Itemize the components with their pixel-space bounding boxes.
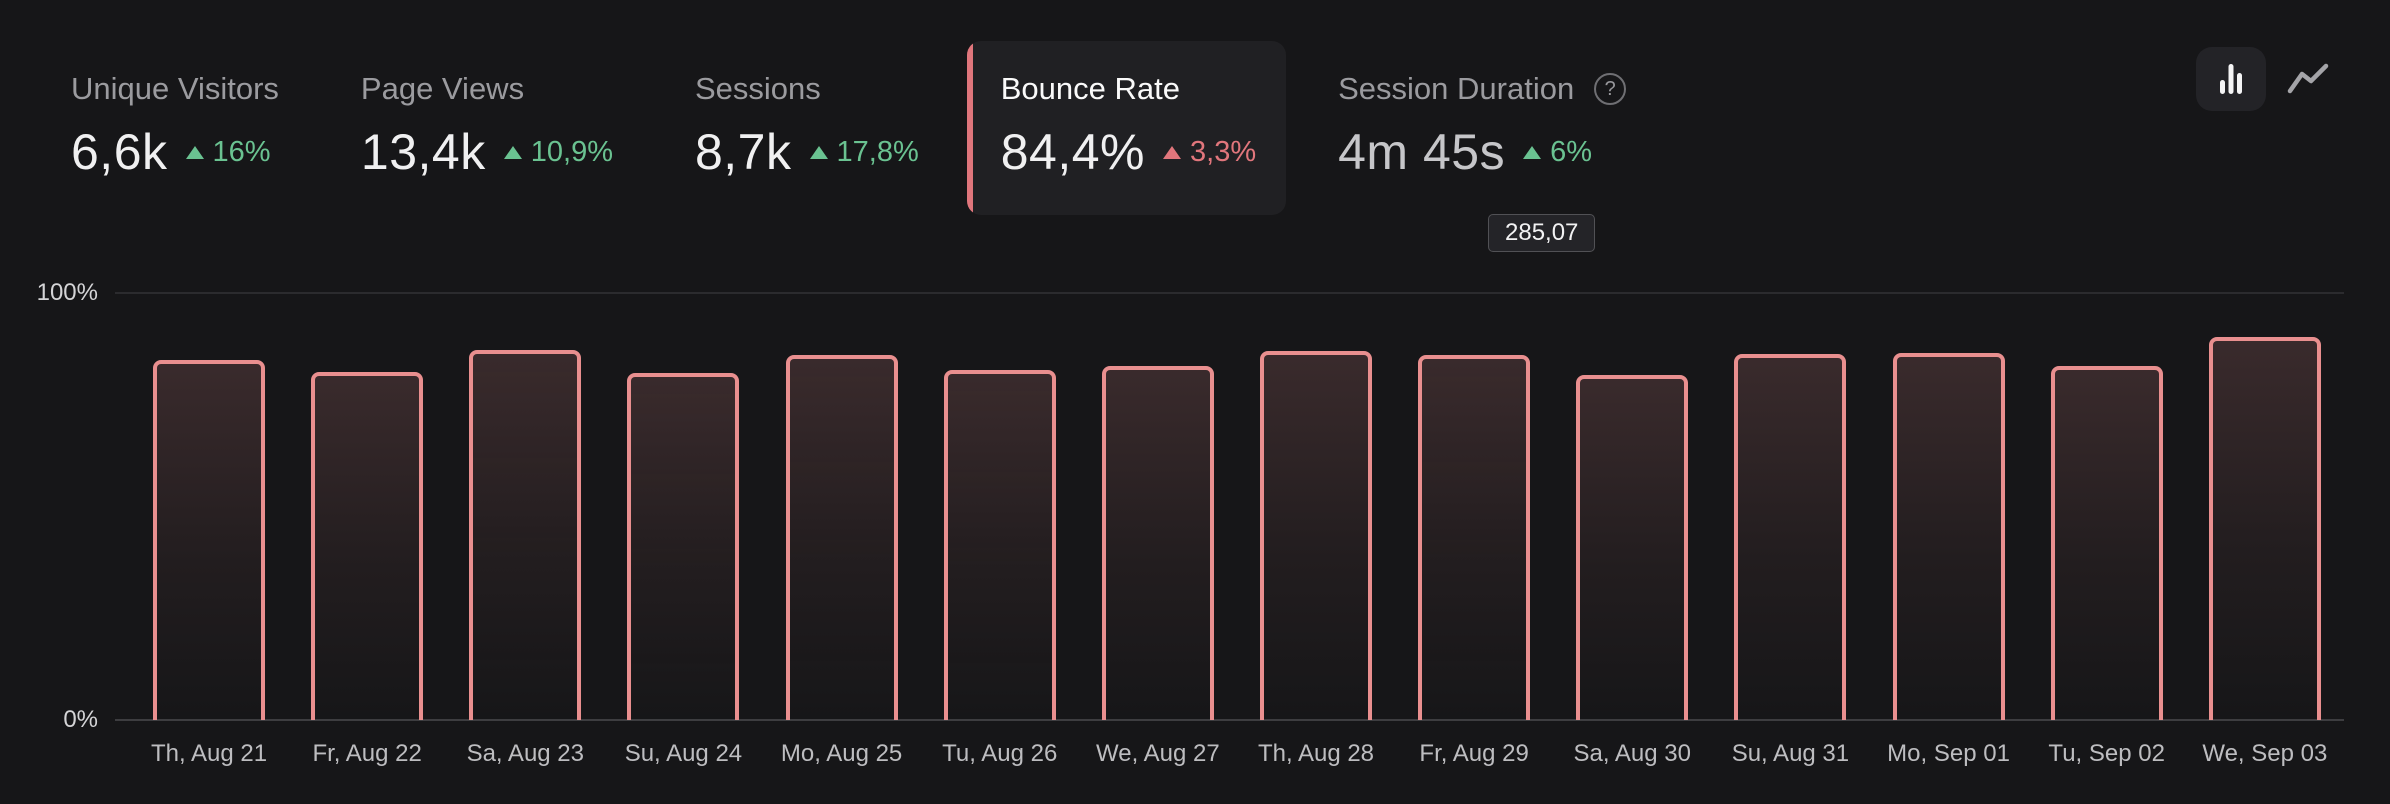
bar[interactable] <box>2050 366 2163 720</box>
delta-value: 17,8% <box>836 135 919 168</box>
tab-session-duration[interactable]: Session Duration ? 4m 45s 6% <box>1338 71 1627 179</box>
metric-value: 13,4k <box>360 124 486 180</box>
metric-value: 84,4% <box>1000 124 1146 180</box>
bar[interactable] <box>785 354 898 720</box>
metric-delta: 16% <box>185 135 271 169</box>
x-axis-label: Sa, Aug 23 <box>466 740 584 767</box>
bar[interactable] <box>469 349 582 720</box>
bar-chart-view-button[interactable] <box>2196 47 2266 111</box>
metric-value-row: 13,4k 10,9% <box>361 125 613 179</box>
bar[interactable] <box>1418 354 1531 720</box>
tab-label: Unique Visitors <box>71 71 279 106</box>
metric-value: 8,7k <box>694 124 792 180</box>
bar[interactable] <box>943 369 1056 720</box>
x-axis-label: Mo, Aug 25 <box>780 740 903 767</box>
value-tooltip: 285,07 <box>1488 214 1596 252</box>
bar[interactable] <box>1576 375 1689 720</box>
metric-delta: 17,8% <box>809 135 919 169</box>
bar[interactable] <box>1734 354 1847 720</box>
metric-value: 4m 45s <box>1338 124 1506 180</box>
trend-up-icon <box>1163 145 1182 159</box>
bar[interactable] <box>1259 351 1372 720</box>
metric-value-row: 84,4% 3,3% <box>1001 125 1256 179</box>
bar[interactable] <box>311 372 424 720</box>
metric-delta: 6% <box>1523 136 1592 169</box>
tab-label: Session Duration ? <box>1338 71 1627 106</box>
x-axis-label: Fr, Aug 22 <box>312 740 422 767</box>
x-axis-label: We, Aug 27 <box>1096 740 1220 767</box>
metric-value-row: 4m 45s 6% <box>1338 125 1626 179</box>
bar[interactable] <box>1892 353 2005 720</box>
x-axis-label: Su, Aug 24 <box>624 740 743 767</box>
x-axis-label: Mo, Sep 01 <box>1887 740 2010 767</box>
trend-up-icon <box>1523 145 1542 159</box>
delta-value: 16% <box>212 135 271 168</box>
x-axis-label: Th, Aug 28 <box>1257 740 1375 767</box>
metric-delta: 3,3% <box>1163 136 1256 169</box>
tab-unique-visitors[interactable]: Unique Visitors 6,6k 16% <box>71 72 279 179</box>
trend-up-icon <box>185 145 204 159</box>
bar-group <box>115 293 2344 720</box>
delta-value: 6% <box>1550 135 1593 168</box>
metric-value-row: 6,6k 16% <box>71 125 279 179</box>
x-axis-baseline <box>115 719 2344 721</box>
tooltip-value: 285,07 <box>1505 219 1579 246</box>
x-axis-label: Th, Aug 21 <box>150 740 268 767</box>
bar-chart-icon <box>2220 64 2242 94</box>
question-mark-icon[interactable]: ? <box>1594 72 1627 105</box>
metric-delta: 10,9% <box>503 135 613 169</box>
chart-type-toggle <box>2196 47 2332 111</box>
x-axis-label: Tu, Sep 02 <box>2048 740 2165 767</box>
tab-label: Page Views <box>360 71 525 106</box>
x-axis-label: Fr, Aug 29 <box>1419 740 1529 767</box>
line-chart-icon <box>2287 63 2329 94</box>
tab-page-views[interactable]: Page Views 13,4k 10,9% <box>361 72 613 179</box>
trend-up-icon <box>809 145 828 159</box>
y-axis-tick-100: 100% <box>36 279 98 306</box>
metric-tabs: Unique Visitors 6,6k 16% Page Views 13,4… <box>71 41 1627 215</box>
metric-value: 6,6k <box>71 124 168 180</box>
metric-value-row: 8,7k 17,8% <box>695 125 919 179</box>
bar[interactable] <box>627 372 740 720</box>
active-tab-accent <box>966 41 973 215</box>
tab-bounce-rate[interactable]: Bounce Rate 84,4% 3,3% <box>966 41 1287 215</box>
gridline-100-percent <box>115 292 2344 294</box>
bar[interactable] <box>1101 366 1214 720</box>
x-axis-label: We, Sep 03 <box>2202 740 2328 767</box>
delta-value: 10,9% <box>530 135 613 168</box>
delta-value: 3,3% <box>1190 135 1257 168</box>
tab-label: Sessions <box>694 71 821 106</box>
y-axis-tick-0: 0% <box>63 706 98 733</box>
trend-up-icon <box>503 145 522 159</box>
x-axis-label: Tu, Aug 26 <box>942 740 1058 767</box>
x-axis-label: Su, Aug 31 <box>1731 740 1850 767</box>
x-axis-label: Sa, Aug 30 <box>1573 740 1691 767</box>
bar[interactable] <box>2208 337 2321 720</box>
line-chart-view-button[interactable] <box>2284 57 2332 101</box>
x-axis-labels: Th, Aug 21 Fr, Aug 22 Sa, Aug 23 Su, Aug 24… <box>115 740 2344 768</box>
tab-label-text: Session Duration <box>1338 71 1575 106</box>
bar[interactable] <box>153 360 265 720</box>
tab-label: Bounce Rate <box>1000 71 1180 106</box>
tab-sessions[interactable]: Sessions 8,7k 17,8% <box>695 72 919 179</box>
